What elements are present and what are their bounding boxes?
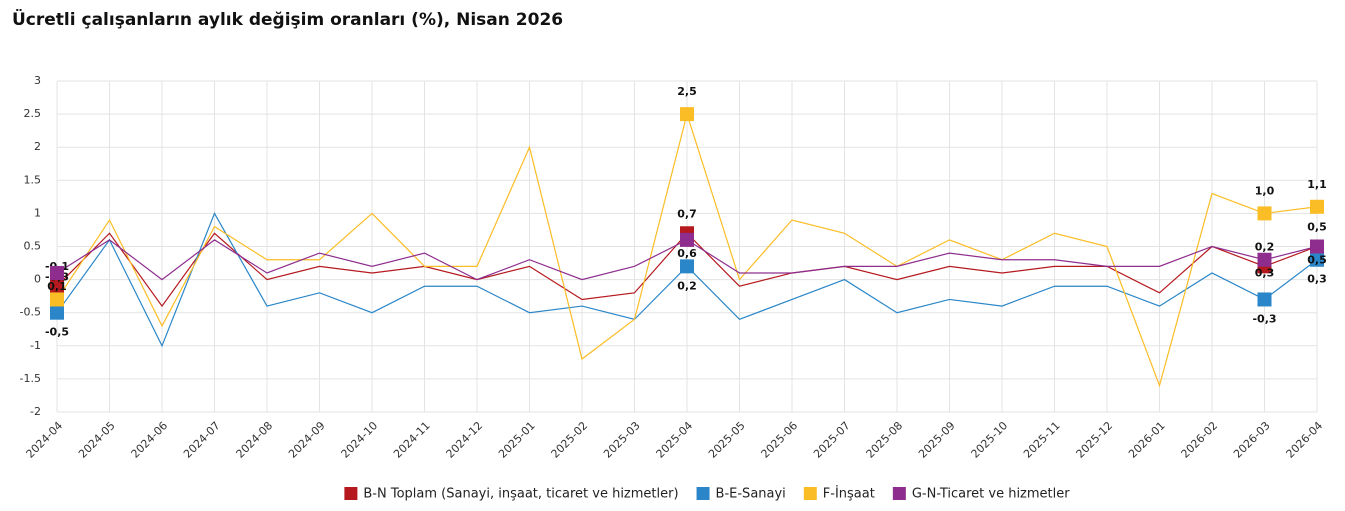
legend: B-N Toplam (Sanayi, inşaat, ticaret ve h… [344,486,1070,502]
x-tick-label: 2025-03 [601,419,643,461]
data-label: 0,1 [47,280,67,293]
point-marker [1257,206,1272,221]
y-tick-label: 1 [34,206,41,219]
legend-label: B-E-Sanayi [716,487,786,502]
point-marker [1310,199,1324,214]
x-tick-label: 2024-09 [286,419,328,461]
x-tick-label: 2024-06 [129,419,171,461]
x-tick-label: 2024-12 [444,419,486,461]
point-marker [680,259,694,274]
data-label: 0,2 [677,279,697,292]
x-tick-label: 2025-05 [706,419,748,461]
x-tick-label: 2024-07 [181,419,223,461]
point-marker [680,107,694,122]
x-tick-label: 2025-04 [654,419,696,461]
legend-label: F-İnşaat [823,486,875,502]
x-tick-label: 2024-04 [24,419,66,461]
x-tick-label: 2024-10 [339,419,381,461]
x-tick-label: 2025-12 [1074,419,1116,461]
data-label: -0,3 [1252,312,1276,325]
legend-swatch [344,487,358,500]
legend-label: G-N-Ticaret ve hizmetler [912,487,1070,502]
x-tick-label: 2026-02 [1179,419,1221,461]
x-tick-label: 2025-10 [969,419,1011,461]
data-label: 1,0 [1255,184,1275,197]
data-label: 0,6 [677,247,697,260]
x-tick-label: 2025-07 [811,419,853,461]
data-label: 0,7 [677,207,697,220]
point-marker [1310,252,1324,267]
x-tick-label: 2025-01 [496,419,538,461]
x-tick-label: 2024-11 [391,419,433,461]
data-label: 0,5 [1307,254,1327,267]
y-tick-label: 1.5 [24,173,42,186]
data-label: 0,2 [1255,240,1275,253]
data-label: 0,5 [1307,221,1327,234]
x-tick-label: 2025-09 [916,419,958,461]
legend-label: B-N Toplam (Sanayi, inşaat, ticaret ve h… [363,487,678,502]
point-marker [50,292,64,307]
x-tick-label: 2026-03 [1231,419,1273,461]
point-marker [1257,292,1272,307]
data-label: 1,1 [1307,178,1327,191]
x-tick-label: 2024-05 [76,419,118,461]
x-tick-label: 2025-06 [759,419,801,461]
point-marker [50,279,64,294]
legend-swatch [696,487,710,500]
data-label: 0,3 [1255,267,1275,280]
x-tick-label: 2025-08 [864,419,906,461]
y-tick-label: 0.5 [24,240,42,253]
x-tick-label: 2026-04 [1284,419,1326,461]
chart-title: Ücretli çalışanların aylık değişim oranl… [12,8,563,30]
x-tick-label: 2025-11 [1021,419,1063,461]
point-marker [1257,252,1272,267]
data-label: 2,5 [677,85,697,98]
point-marker [50,305,64,320]
point-marker [50,265,64,280]
y-tick-label: 2 [34,140,41,153]
y-tick-label: -0.5 [20,306,41,319]
legend-swatch [892,487,906,500]
y-tick-label: -1.5 [20,372,41,385]
y-tick-label: 3 [34,74,41,87]
point-marker [1310,239,1324,254]
x-tick-label: 2025-02 [549,419,591,461]
data-label: -0,5 [45,326,69,339]
y-tick-label: 0 [34,273,41,286]
y-tick-label: -2 [30,405,41,418]
legend-swatch [803,487,817,500]
x-tick-label: 2024-08 [234,419,276,461]
y-tick-label: 2.5 [24,107,42,120]
x-tick-label: 2026-01 [1126,419,1168,461]
point-marker [680,232,694,247]
y-tick-label: -1 [30,339,41,352]
data-label: 0,3 [1307,273,1327,286]
